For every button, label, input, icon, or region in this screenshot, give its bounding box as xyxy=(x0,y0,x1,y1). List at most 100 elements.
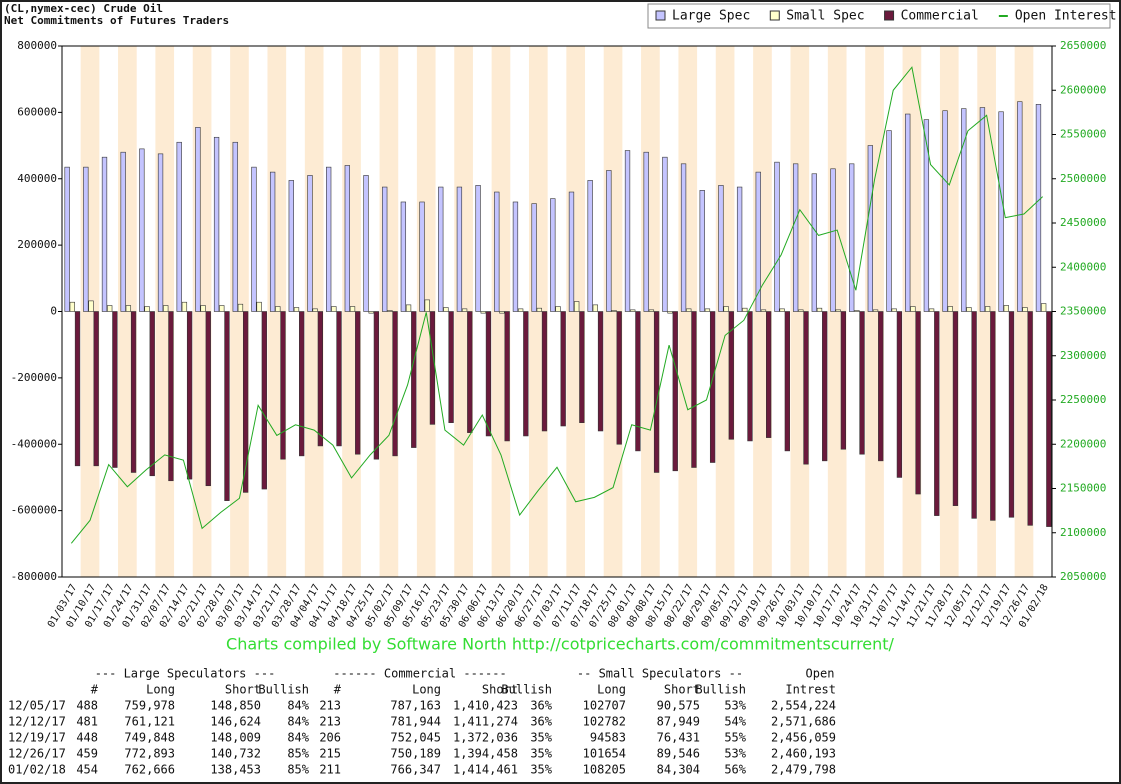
bar xyxy=(74,311,81,467)
bar xyxy=(467,311,473,433)
table-cell: 89,546 xyxy=(657,747,700,761)
table-cell: 787,163 xyxy=(390,699,441,713)
legend-label: Open Interest xyxy=(1015,9,1117,24)
table-column-header: Long xyxy=(146,683,175,697)
bar xyxy=(774,161,780,312)
bar xyxy=(699,190,705,312)
bar xyxy=(784,311,790,452)
table-cell: 53% xyxy=(724,699,746,713)
legend-swatch xyxy=(769,10,780,21)
bar xyxy=(448,311,454,423)
table-cell: 488 xyxy=(76,699,98,713)
table-cell: 148,850 xyxy=(210,699,261,713)
bar xyxy=(928,308,935,312)
table-cell: 146,624 xyxy=(210,715,261,729)
bar xyxy=(349,306,356,312)
bar xyxy=(326,166,332,312)
table-cell: 762,666 xyxy=(124,763,175,777)
table-cell: 2,460,193 xyxy=(771,747,836,761)
table-cell: 448 xyxy=(76,731,98,745)
bar xyxy=(755,171,761,312)
bar xyxy=(686,308,692,312)
table-cell: 140,732 xyxy=(210,747,261,761)
table-cell: 55% xyxy=(724,731,746,745)
bar xyxy=(952,311,959,506)
table-group-header: -- Small Speculators -- xyxy=(577,667,743,681)
bar xyxy=(555,306,561,312)
bar xyxy=(200,305,206,312)
bar xyxy=(125,305,132,312)
table-column-header: Bullish xyxy=(695,683,746,697)
bar xyxy=(680,163,687,312)
bar xyxy=(560,311,566,427)
table-cell: 35% xyxy=(530,763,552,777)
bar xyxy=(373,311,380,460)
y-tick-label: -200000 xyxy=(11,371,57,384)
bar xyxy=(891,308,897,312)
y-tick-label: 400000 xyxy=(17,172,57,185)
table-column-header: Bullish xyxy=(501,683,552,697)
bar xyxy=(288,180,294,312)
table-cell: 138,453 xyxy=(210,763,261,777)
table-cell: 772,893 xyxy=(124,747,175,761)
table-cell: 12/12/17 xyxy=(8,715,66,729)
bar xyxy=(672,311,678,472)
y-tick-label: 800000 xyxy=(17,39,57,52)
table-cell: 213 xyxy=(319,715,341,729)
bar xyxy=(205,311,211,487)
table-cell: 213 xyxy=(319,699,341,713)
table-cell: 56% xyxy=(724,763,746,777)
bar xyxy=(475,185,481,312)
bar xyxy=(237,303,244,312)
bar xyxy=(83,166,89,312)
bar xyxy=(822,311,828,462)
bar xyxy=(859,311,865,455)
bar xyxy=(816,307,823,312)
table-column-header: Intrest xyxy=(785,683,836,697)
bar xyxy=(88,300,94,312)
bar xyxy=(224,311,230,501)
bar xyxy=(107,305,113,312)
bar xyxy=(517,308,524,312)
bar xyxy=(728,311,734,440)
bar xyxy=(499,311,505,314)
table-cell: 12/05/17 xyxy=(8,699,66,713)
y2-tick-label: 2250000 xyxy=(1060,393,1106,406)
y2-tick-label: 2300000 xyxy=(1060,349,1106,362)
bar xyxy=(923,119,930,312)
table-cell: 101654 xyxy=(583,747,626,761)
bar xyxy=(269,171,276,312)
table-cell: 84% xyxy=(287,731,309,745)
table-cell: 781,944 xyxy=(390,715,441,729)
bar xyxy=(480,311,486,314)
bar xyxy=(382,186,388,312)
bar xyxy=(400,201,407,312)
bar xyxy=(934,311,940,516)
bar xyxy=(438,186,444,312)
bar xyxy=(293,307,300,312)
table-cell: 749,848 xyxy=(124,731,175,745)
table-cell: 206 xyxy=(319,731,341,745)
bar xyxy=(251,166,257,312)
bar xyxy=(947,306,953,312)
bar xyxy=(878,311,884,462)
table-cell: 35% xyxy=(530,731,552,745)
table-column-header: Long xyxy=(412,683,441,697)
bar xyxy=(1041,303,1047,312)
y2-tick-label: 2100000 xyxy=(1060,526,1106,539)
table-cell: 2,554,224 xyxy=(771,699,836,713)
table-cell: 2,456,059 xyxy=(771,731,836,745)
annotation: Charts compiled by Software North http:/… xyxy=(226,635,895,654)
bar xyxy=(872,309,879,312)
bar xyxy=(331,306,337,312)
legend-label: Small Spec xyxy=(786,9,864,24)
chart-title: (CL,nymex-cec) Crude Oil xyxy=(4,2,163,15)
y-tick-label: -400000 xyxy=(11,437,57,450)
bar xyxy=(979,107,986,312)
table-cell: 459 xyxy=(76,747,98,761)
bar xyxy=(896,311,903,478)
bar xyxy=(616,311,622,445)
bar xyxy=(1035,104,1042,312)
bar xyxy=(363,175,369,312)
